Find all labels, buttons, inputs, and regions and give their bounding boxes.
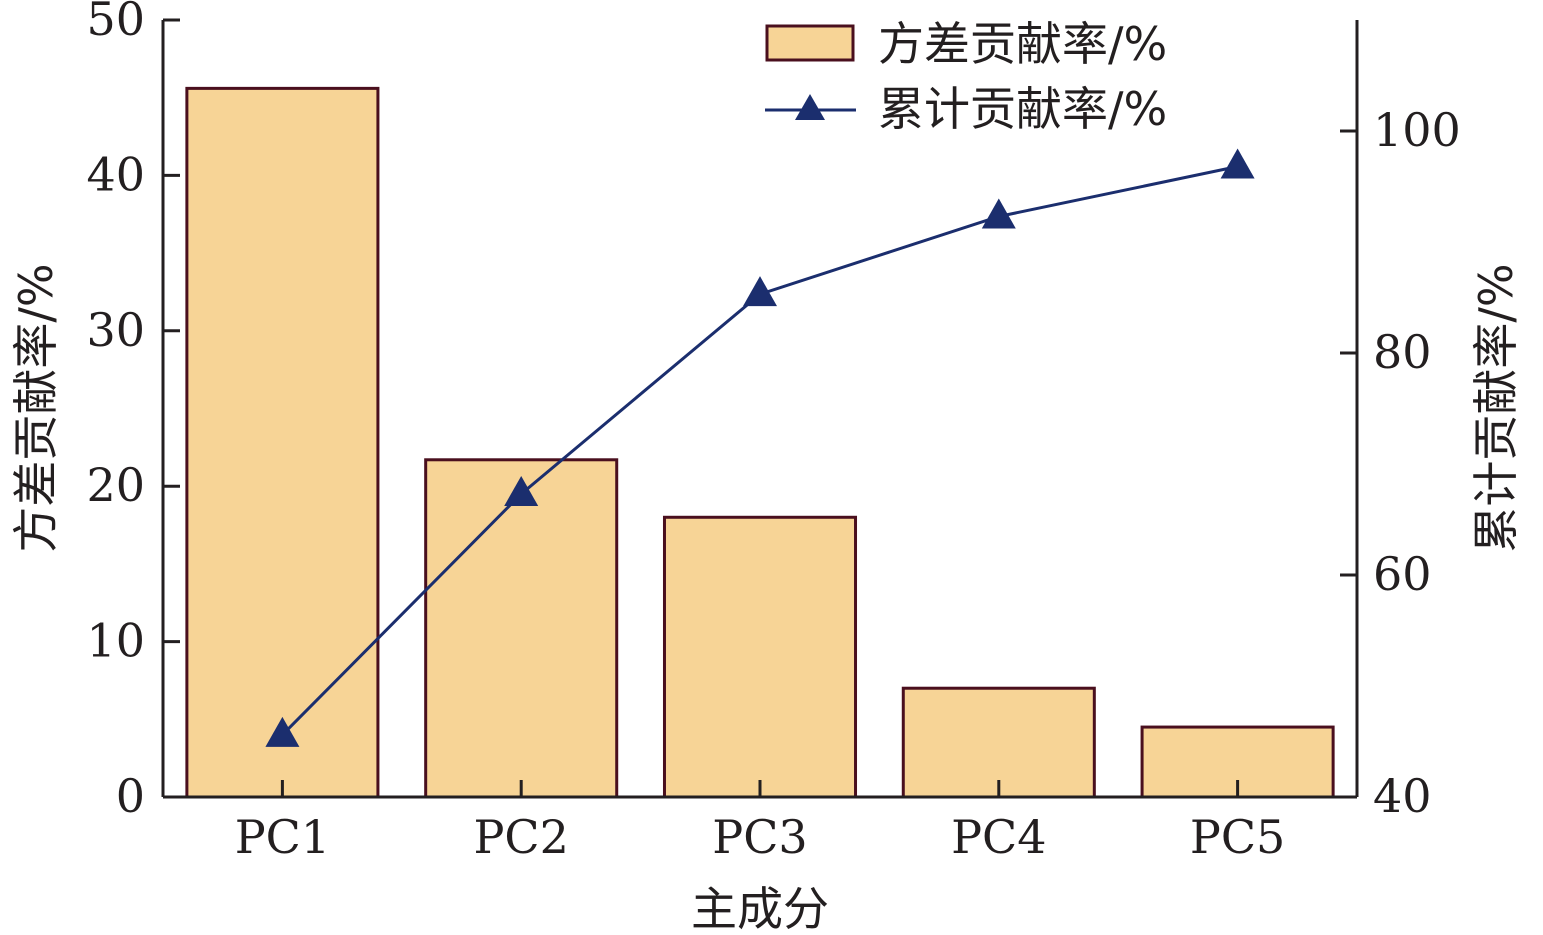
- y-axis-title: 方差贡献率/%: [9, 263, 63, 552]
- legend-bar-label: 方差贡献率/%: [878, 17, 1167, 71]
- y-tick-label: 40: [86, 147, 145, 201]
- x-tick-label: PC2: [473, 810, 568, 864]
- y2-tick-label: 40: [1373, 769, 1432, 823]
- y-tick-label: 20: [86, 458, 145, 512]
- bar-series: [185, 86, 1335, 799]
- x-tick-label: PC1: [235, 810, 330, 864]
- y-tick-label: 10: [86, 614, 145, 668]
- y2-tick-label: 100: [1373, 103, 1461, 157]
- x-tick-label: PC4: [951, 810, 1046, 864]
- x-axis-title: 主成分: [691, 882, 829, 935]
- bar-pc3: [662, 515, 858, 799]
- legend-bar-swatch: [765, 24, 855, 62]
- x-tick-label: PC5: [1190, 810, 1285, 864]
- y-tick-label: 30: [86, 303, 145, 357]
- bar-pc1: [185, 86, 380, 799]
- legend-line-marker: [795, 94, 825, 120]
- axes: 0 10 20 30 40 50 40 60 80 100 PC1 PC2 PC3 PC4 PC5: [86, 0, 1460, 864]
- legend-line-label: 累计贡献率/%: [878, 82, 1167, 136]
- y2-tick-label: 80: [1373, 325, 1432, 379]
- cumulative-point-pc2: [504, 475, 539, 506]
- bar-pc4: [901, 686, 1096, 799]
- y2-tick-label: 60: [1373, 547, 1432, 601]
- y-tick-label: 50: [86, 0, 145, 46]
- bar-pc2: [424, 458, 619, 799]
- y-tick-label: 0: [116, 769, 145, 823]
- cumulative-point-pc3: [743, 276, 777, 307]
- line-series: [265, 148, 1255, 747]
- y2-axis-title: 累计贡献率/%: [1469, 263, 1523, 552]
- cumulative-point-pc5: [1220, 148, 1255, 179]
- x-tick-label: PC3: [712, 810, 807, 864]
- cumulative-point-pc1: [265, 716, 300, 747]
- cumulative-point-pc4: [981, 198, 1016, 229]
- legend: 方差贡献率/% 累计贡献率/%: [765, 17, 1167, 136]
